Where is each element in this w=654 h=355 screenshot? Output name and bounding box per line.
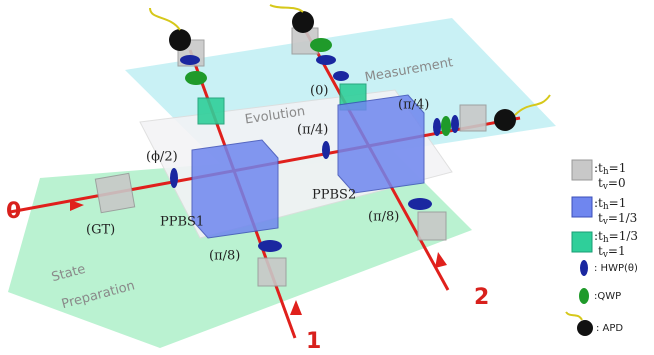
waveplate-label: (ϕ/2) bbox=[146, 150, 178, 165]
input-label: 2 bbox=[474, 285, 489, 310]
legend-swatch bbox=[572, 232, 592, 252]
legend-text: :th=1/3 bbox=[594, 229, 638, 245]
legend-swatch bbox=[579, 288, 589, 304]
legend-text: tv=1/3 bbox=[598, 211, 637, 227]
legend-text: : HWP(θ) bbox=[594, 263, 638, 274]
legend-swatch bbox=[577, 320, 593, 336]
component-label: PPBS1 bbox=[160, 215, 204, 230]
waveplate-label: (0) bbox=[310, 84, 328, 99]
legend-swatch bbox=[572, 197, 592, 217]
waveplate-label: (π/8) bbox=[209, 249, 240, 264]
input-label: 1 bbox=[306, 329, 321, 354]
legend-text: tv=1 bbox=[598, 244, 626, 260]
legend-text: : APD bbox=[596, 323, 623, 334]
legend-text: :th=1 bbox=[594, 161, 626, 177]
input-label: 0 bbox=[6, 199, 21, 224]
arrow bbox=[290, 300, 302, 315]
setup-diagram: Measurement Evolution State Preparation … bbox=[0, 0, 654, 355]
legend-text: :QWP bbox=[594, 291, 621, 302]
waveplate-label: (π/4) bbox=[297, 123, 328, 138]
legend: :th=1 tv=0 :th=1 tv=1/3 :th=1/3 tv=1 : H… bbox=[566, 160, 638, 336]
arrow bbox=[435, 252, 447, 268]
legend-swatch bbox=[572, 160, 592, 180]
legend-text: tv=0 bbox=[598, 176, 626, 192]
legend-text: :th=1 bbox=[594, 196, 626, 212]
legend-swatch bbox=[580, 260, 588, 276]
component-label: PPBS2 bbox=[312, 188, 356, 203]
waveplate-label: (π/4) bbox=[398, 98, 429, 113]
waveplate-label: (π/8) bbox=[368, 210, 399, 225]
legend-swatch bbox=[566, 312, 582, 320]
component-label: (GT) bbox=[86, 223, 115, 238]
